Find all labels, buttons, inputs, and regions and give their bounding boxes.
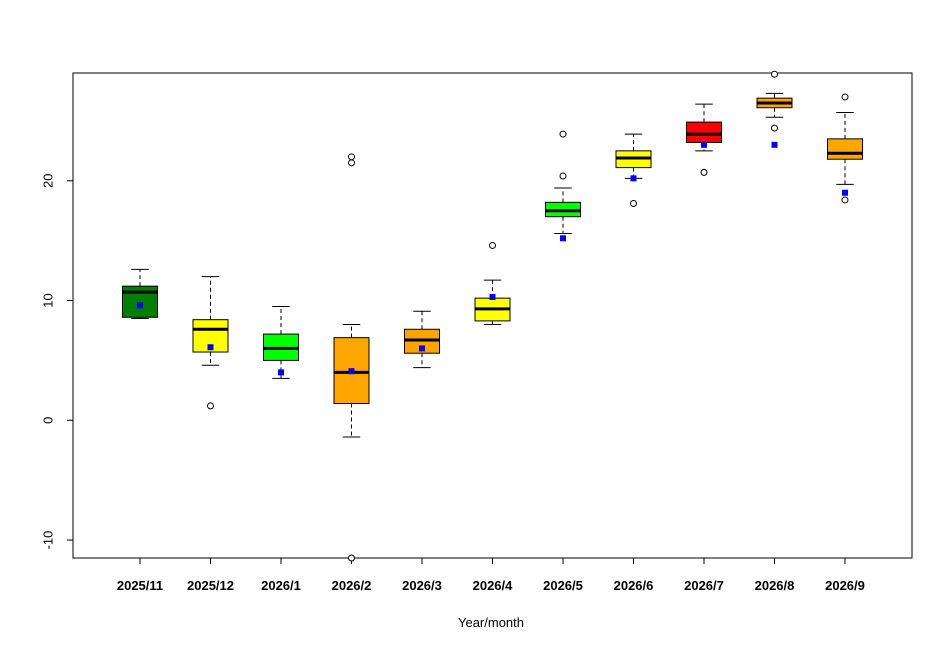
y-tick-label: 10 <box>41 293 56 307</box>
x-axis: 2025/11 2025/12 2026/1 2026/2 2026/3 2026/4 20… <box>117 558 865 593</box>
outlier-point <box>700 168 708 176</box>
mean-marker <box>348 368 355 375</box>
mean-marker <box>278 369 284 376</box>
box-2026-8 <box>756 70 793 148</box>
outlier-point <box>771 70 778 78</box>
box-2026-9 <box>827 93 863 204</box>
outlier-point <box>559 172 567 180</box>
mean-marker <box>771 141 778 148</box>
box-2026-5 <box>545 130 581 242</box>
box-series <box>122 70 863 562</box>
x-tick-label: 2026/9 <box>825 578 865 593</box>
x-tick-label: 2026/5 <box>543 578 583 593</box>
mean-marker <box>842 189 848 196</box>
mean-marker <box>630 175 637 182</box>
y-tick-label: -10 <box>41 531 56 550</box>
x-tick-label: 2026/8 <box>755 578 795 593</box>
box-body <box>827 138 863 160</box>
x-tick-label: 2026/4 <box>473 578 514 593</box>
x-tick-label: 2025/11 <box>117 578 163 593</box>
x-tick-label: 2026/7 <box>684 578 724 593</box>
y-tick-label: 20 <box>41 174 56 188</box>
x-tick-label: 2026/1 <box>261 578 301 593</box>
box-2026-2 <box>333 153 370 562</box>
mean-marker <box>207 344 214 351</box>
mean-marker <box>419 345 425 352</box>
box-2025-11 <box>122 268 158 319</box>
outlier-point <box>348 153 355 161</box>
y-tick-label: 0 <box>41 417 56 424</box>
outlier-point <box>559 130 567 138</box>
box-body <box>686 121 722 143</box>
x-tick-label: 2025/12 <box>187 578 234 593</box>
outlier-point <box>489 241 496 249</box>
box-2026-1 <box>263 306 299 379</box>
box-2026-6 <box>615 133 652 208</box>
mean-marker <box>701 141 707 148</box>
outlier-point <box>348 159 355 167</box>
y-axis: -10 0 10 20 <box>41 174 73 550</box>
outlier-point <box>841 196 849 204</box>
x-tick-label: 2026/2 <box>332 578 372 593</box>
box-2026-7 <box>686 103 722 176</box>
mean-marker <box>137 302 143 309</box>
outlier-point <box>771 124 778 132</box>
outlier-point <box>348 554 355 562</box>
box-2026-3 <box>404 310 440 369</box>
x-tick-label: 2026/6 <box>614 578 654 593</box>
outlier-point <box>841 93 849 101</box>
box-2025-12 <box>192 276 229 410</box>
outlier-point <box>207 402 214 410</box>
x-tick-label: 2026/3 <box>402 578 442 593</box>
mean-marker <box>489 293 496 300</box>
x-axis-title: Year/month <box>458 615 524 630</box>
mean-marker <box>560 235 566 242</box>
box-2026-4 <box>474 241 511 325</box>
outlier-point <box>630 200 637 208</box>
